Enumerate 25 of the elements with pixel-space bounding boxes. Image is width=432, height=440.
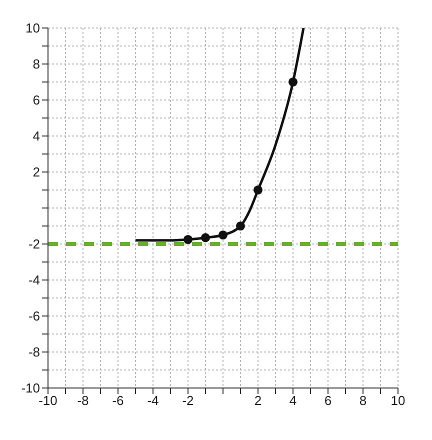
x-tick-label: 10	[390, 393, 406, 408]
y-tick-label: -10	[21, 380, 40, 396]
y-tick-label: 2	[32, 164, 40, 180]
x-tick-label: 2	[254, 393, 262, 408]
y-tick-label: 10	[26, 20, 40, 36]
y-tick-label: -2	[28, 236, 40, 252]
x-tick-label: 8	[359, 393, 367, 408]
y-tick-label: 4	[32, 128, 40, 144]
y-tick-label: 6	[32, 92, 40, 108]
x-tick-label: -6	[112, 393, 124, 408]
point	[288, 77, 298, 87]
point	[253, 185, 263, 195]
y-tick-label: -6	[28, 308, 40, 324]
point	[183, 234, 193, 244]
x-tick-label: -2	[182, 393, 194, 408]
y-tick-label: -8	[28, 344, 40, 360]
y-tick-label: 8	[32, 56, 40, 72]
x-tick-label: -8	[77, 393, 89, 408]
y-tick-label: -4	[28, 272, 40, 288]
x-tick-label: 6	[324, 393, 332, 408]
point	[236, 221, 246, 231]
point	[218, 230, 228, 240]
x-tick-label: 4	[289, 393, 297, 408]
x-tick-label: -4	[147, 393, 159, 408]
point	[200, 233, 210, 242]
